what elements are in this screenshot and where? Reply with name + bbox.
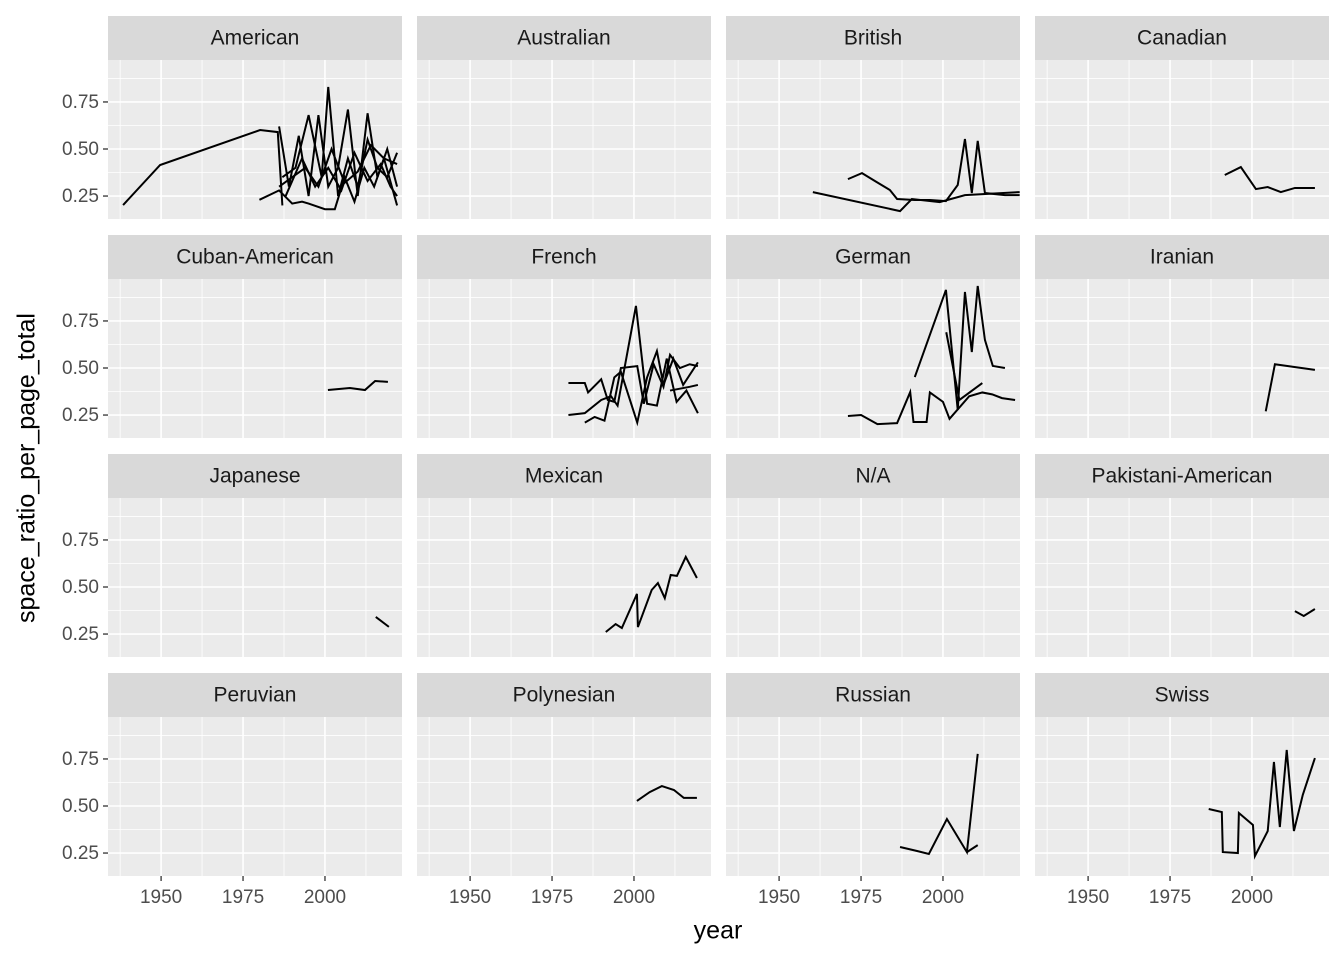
y-tick-label: 0.25 xyxy=(62,186,99,207)
panel xyxy=(417,60,711,219)
strip xyxy=(726,235,1020,279)
data-line xyxy=(584,347,699,427)
data-line xyxy=(327,379,388,392)
x-tick-label: 1950 xyxy=(140,887,182,908)
data-line xyxy=(1264,363,1316,412)
data-line xyxy=(605,554,698,633)
y-tick-label: 0.75 xyxy=(62,530,99,551)
panel xyxy=(726,717,1020,876)
strip xyxy=(1035,673,1329,717)
strip-title: British xyxy=(844,27,902,50)
strip-title: Swiss xyxy=(1155,684,1210,707)
strip xyxy=(108,16,402,60)
x-tick-label: 2000 xyxy=(613,887,655,908)
data-line xyxy=(258,155,399,211)
strip xyxy=(726,673,1020,717)
strip xyxy=(1035,235,1329,279)
strip-title: Russian xyxy=(835,684,911,707)
strip-title: Japanese xyxy=(209,465,300,488)
strip xyxy=(726,454,1020,498)
panel xyxy=(108,279,402,438)
data-line xyxy=(913,285,1006,411)
strip-title: Mexican xyxy=(525,465,603,488)
y-tick-label: 0.50 xyxy=(62,358,99,379)
strip-title: Cuban-American xyxy=(176,246,334,269)
panel xyxy=(1035,717,1329,876)
y-tick-label: 0.50 xyxy=(62,796,99,817)
strip xyxy=(1035,16,1329,60)
data-line xyxy=(1294,608,1316,618)
panel xyxy=(1035,279,1329,438)
strip xyxy=(108,454,402,498)
strip-title: Pakistani-American xyxy=(1092,465,1273,488)
x-tick-label: 1950 xyxy=(1067,887,1109,908)
y-tick-label: 0.25 xyxy=(62,624,99,645)
strip-title: American xyxy=(211,27,300,50)
strip xyxy=(417,16,711,60)
strip xyxy=(417,454,711,498)
panel xyxy=(108,498,402,657)
x-tick-label: 1975 xyxy=(1149,887,1191,908)
panel xyxy=(417,279,711,438)
strip xyxy=(417,673,711,717)
panel xyxy=(1035,60,1329,219)
strip-title: German xyxy=(835,246,911,269)
data-line xyxy=(945,332,983,402)
data-line xyxy=(375,616,390,628)
strip xyxy=(726,16,1020,60)
panel xyxy=(417,717,711,876)
data-line xyxy=(966,844,979,853)
panel xyxy=(1035,498,1329,657)
x-tick-label: 1975 xyxy=(222,887,264,908)
data-line xyxy=(899,753,979,856)
x-tick-label: 1975 xyxy=(531,887,573,908)
data-line xyxy=(1224,165,1315,194)
strip-title: N/A xyxy=(855,465,890,488)
y-tick-label: 0.25 xyxy=(62,843,99,864)
y-tick-label: 0.75 xyxy=(62,311,99,332)
data-line xyxy=(284,150,398,197)
strip-title: French xyxy=(531,246,596,269)
x-tick-label: 1975 xyxy=(840,887,882,908)
y-tick-label: 0.25 xyxy=(62,405,99,426)
panel xyxy=(108,60,402,219)
data-line xyxy=(636,784,697,802)
data-line xyxy=(278,143,398,189)
data-line xyxy=(122,128,284,206)
x-tick-label: 1950 xyxy=(449,887,491,908)
strip-title: Peruvian xyxy=(214,684,297,707)
strip xyxy=(1035,454,1329,498)
panel xyxy=(726,279,1020,438)
panel xyxy=(108,717,402,876)
y-tick-label: 0.75 xyxy=(62,749,99,770)
strip-title: Iranian xyxy=(1150,246,1214,269)
strip xyxy=(108,235,402,279)
x-tick-label: 2000 xyxy=(1231,887,1273,908)
x-tick-label: 2000 xyxy=(304,887,346,908)
strip-title: Polynesian xyxy=(513,684,616,707)
strip xyxy=(417,235,711,279)
data-line xyxy=(1208,749,1316,860)
data-line xyxy=(847,388,1016,426)
y-tick-label: 0.75 xyxy=(62,92,99,113)
strip-title: Canadian xyxy=(1137,27,1227,50)
y-axis-title: space_ratio_per_page_total xyxy=(13,313,41,623)
data-line xyxy=(847,138,1020,203)
strip-title: Australian xyxy=(517,27,610,50)
x-tick-label: 1950 xyxy=(758,887,800,908)
panel xyxy=(417,498,711,657)
data-line xyxy=(669,383,699,392)
x-axis-title: year xyxy=(694,917,743,945)
y-tick-label: 0.50 xyxy=(62,577,99,598)
x-tick-label: 2000 xyxy=(922,887,964,908)
data-line xyxy=(568,305,699,417)
strip xyxy=(108,673,402,717)
y-tick-label: 0.50 xyxy=(62,139,99,160)
panel xyxy=(726,498,1020,657)
data-line xyxy=(568,352,699,404)
